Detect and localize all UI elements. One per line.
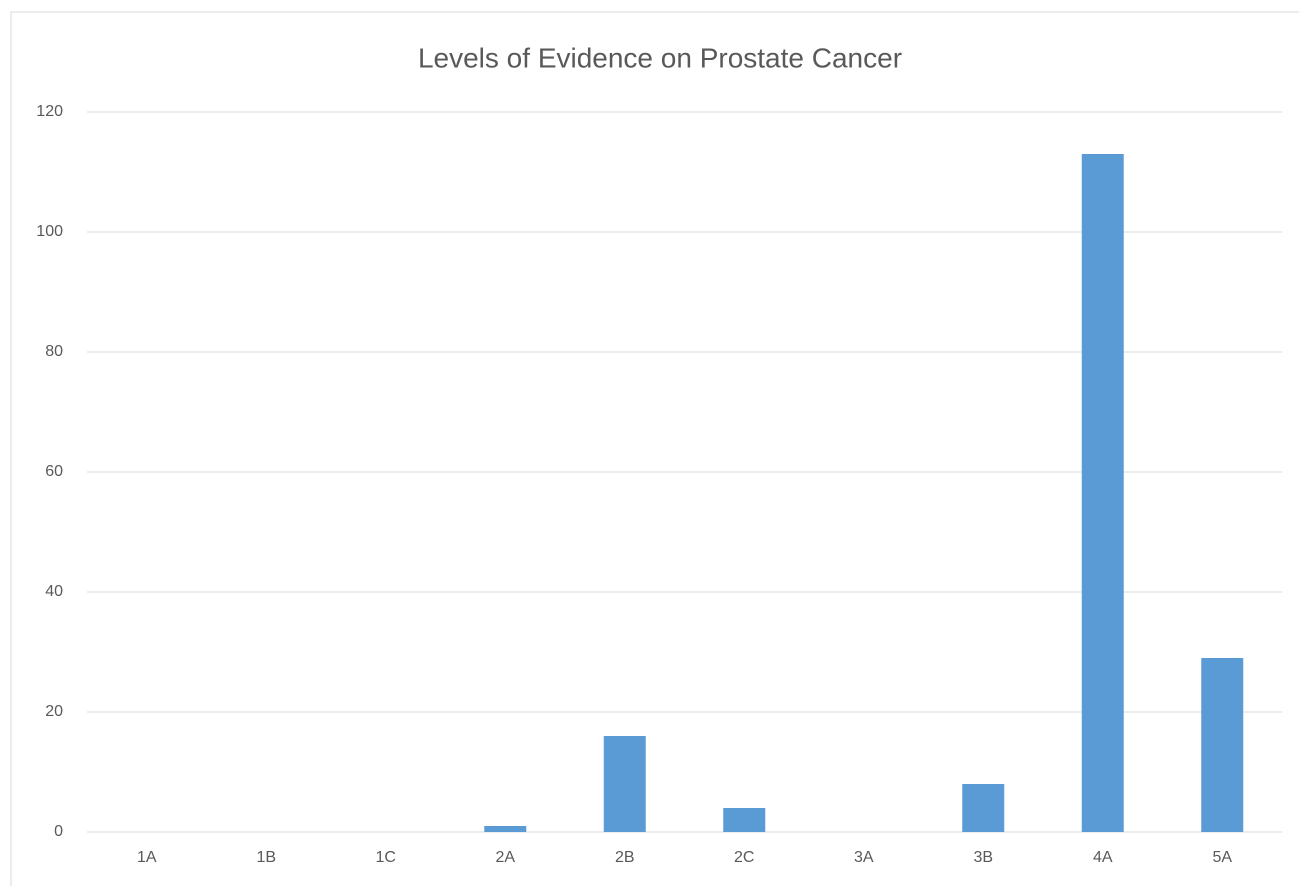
y-tick-label: 120 <box>36 103 63 120</box>
bar <box>603 736 646 832</box>
x-tick-label: 2A <box>495 849 515 866</box>
chart-title: Levels of Evidence on Prostate Cancer <box>418 42 902 73</box>
y-tick-label: 60 <box>45 463 63 480</box>
x-tick-label: 1B <box>256 849 276 866</box>
y-tick-label: 0 <box>54 823 63 840</box>
bar <box>484 826 527 832</box>
y-tick-label: 100 <box>36 223 63 240</box>
y-tick-label: 20 <box>45 703 63 720</box>
x-tick-label: 3B <box>973 849 993 866</box>
x-tick-label: 2C <box>734 849 754 866</box>
bar <box>1081 154 1124 832</box>
x-tick-label: 2B <box>615 849 635 866</box>
x-tick-label: 5A <box>1212 849 1232 866</box>
bar <box>962 784 1005 832</box>
x-tick-label: 1C <box>376 849 396 866</box>
x-tick-label: 1A <box>137 849 157 866</box>
x-tick-label: 3A <box>854 849 874 866</box>
bar <box>1201 658 1244 832</box>
y-tick-label: 80 <box>45 343 63 360</box>
x-tick-label: 4A <box>1093 849 1113 866</box>
y-tick-label: 40 <box>45 583 63 600</box>
bar <box>723 808 766 832</box>
